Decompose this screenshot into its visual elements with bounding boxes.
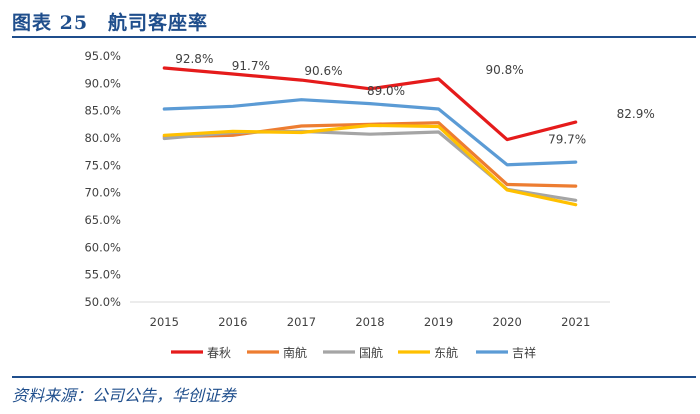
legend-label: 吉祥 [512,346,536,360]
y-tick-label: 95.0% [84,49,121,63]
data-label: 79.7% [548,133,586,147]
y-tick-label: 80.0% [84,131,121,145]
series-line-东航 [162,123,578,207]
x-tick-label: 2021 [561,315,590,329]
y-tick-label: 70.0% [84,186,121,200]
series-line-春秋 [162,66,578,142]
source-rule [12,376,696,378]
x-tick-label: 2017 [287,315,316,329]
data-label: 90.8% [486,63,524,77]
y-tick-label: 90.0% [84,76,121,90]
data-label: 89.0% [367,84,405,98]
legend-label: 南航 [283,345,307,360]
data-label: 91.7% [232,59,270,73]
source-note: 资料来源：公司公告，华创证券 [12,386,237,405]
x-tick-label: 2020 [493,315,522,329]
y-tick-label: 55.0% [84,268,121,282]
series-line-吉祥 [162,98,578,167]
x-tick-label: 2015 [150,315,179,329]
legend-label: 东航 [434,345,458,360]
data-label: 90.6% [304,64,342,78]
legend-label: 国航 [359,345,383,360]
legend-label: 春秋 [207,346,231,360]
title-rule [12,36,696,38]
y-tick-label: 85.0% [84,104,121,118]
y-tick-label: 60.0% [84,240,121,254]
x-tick-label: 2016 [218,315,247,329]
y-tick-label: 50.0% [84,295,121,309]
data-label: 92.8% [175,52,213,66]
figure-title: 图表 25 航司客座率 [12,12,209,34]
x-tick-label: 2019 [424,315,453,329]
x-tick-label: 2018 [355,315,384,329]
data-label: 82.9% [617,107,655,121]
y-tick-label: 65.0% [84,213,121,227]
y-tick-label: 75.0% [84,158,121,172]
figure-header: 图表 25 航司客座率 [12,3,696,35]
